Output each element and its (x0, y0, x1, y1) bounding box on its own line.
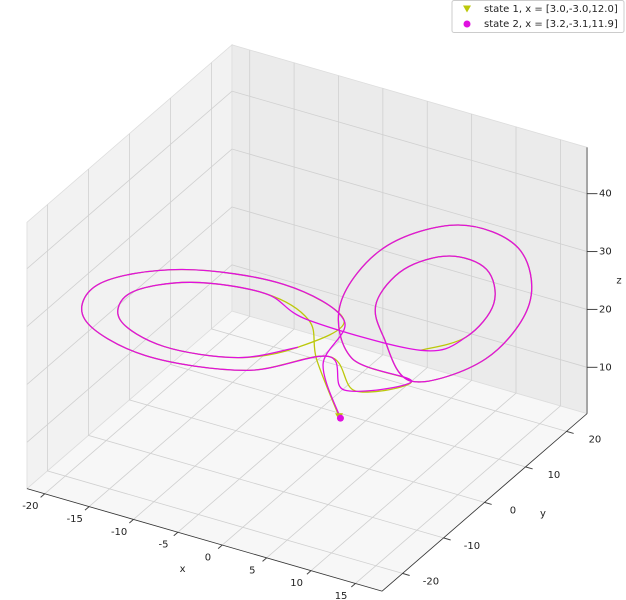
grid-line (310, 126, 517, 571)
grid-line (88, 62, 295, 507)
grid-line (221, 101, 428, 546)
x-axis-label: x (180, 564, 186, 575)
grid-line (170, 98, 526, 468)
x-tick-mark (84, 506, 90, 511)
x-tick-label: 0 (205, 552, 211, 563)
grid-line (26, 206, 588, 385)
x-tick-mark (129, 519, 134, 524)
x-tick-mark (217, 544, 223, 549)
legend: state 1, x = [3.0,-3.0,12.0] state 2, x =… (451, 0, 625, 33)
y-tick-mark (484, 501, 492, 505)
legend-label: state 2, x = [3.2,-3.1,11.9] (484, 19, 618, 30)
grid-line (129, 133, 485, 503)
grid (26, 49, 598, 592)
x-tick-label: 5 (249, 565, 255, 576)
y-tick-label: -10 (464, 541, 480, 552)
start-marker (336, 414, 344, 422)
grid-line (26, 90, 588, 269)
x-tick-label: -5 (159, 540, 169, 551)
x-tick-mark (350, 583, 356, 588)
x-tick-label: 15 (335, 591, 348, 600)
z-tick-label: 30 (599, 247, 612, 258)
z-tick-label: 20 (599, 304, 612, 315)
grid-line (47, 204, 403, 574)
z-axis-label: z (616, 275, 621, 286)
start-marker (463, 5, 471, 13)
y-tick-mark (402, 572, 410, 576)
axis-line (381, 413, 588, 592)
axis-line (26, 488, 383, 592)
grid-line (133, 75, 339, 520)
lines (81, 224, 533, 422)
grid-line (26, 148, 588, 327)
y-tick-label: -20 (423, 577, 439, 588)
legend-box (451, 0, 625, 33)
y-tick-label: 20 (589, 435, 602, 446)
trajectory (81, 224, 533, 419)
y-tick-mark (525, 466, 533, 470)
x-tick-mark (40, 493, 46, 498)
x-tick-mark (262, 557, 267, 562)
y-tick-mark (566, 430, 574, 434)
labels: -20 -15 -10 -5 0 5 10 15 -20 -10 0 10 20 10 20 30 40 x y z (22, 189, 621, 600)
grid-line (177, 88, 384, 533)
x-tick-label: -20 (22, 501, 38, 512)
z-tick-label: 10 (599, 362, 612, 373)
x-tick-mark (306, 570, 312, 575)
grid-line (88, 169, 444, 539)
x-tick-mark (173, 531, 179, 537)
grid-line (44, 49, 251, 495)
z-tick-label: 40 (599, 189, 612, 200)
start-marker (463, 20, 471, 28)
grid-line (26, 264, 588, 443)
y-tick-label: 10 (548, 470, 561, 481)
x-tick-label: -15 (67, 514, 83, 525)
y-tick-mark (443, 537, 451, 541)
x-tick-label: 10 (290, 578, 303, 589)
grid-line (266, 114, 473, 559)
y-tick-label: 0 (510, 506, 516, 517)
legend-label: state 1, x = [3.0,-3.0,12.0] (484, 4, 618, 15)
grid-line (355, 139, 561, 584)
grid-line (211, 62, 567, 432)
x-tick-label: -10 (111, 527, 127, 538)
y-axis-label: y (540, 508, 546, 519)
